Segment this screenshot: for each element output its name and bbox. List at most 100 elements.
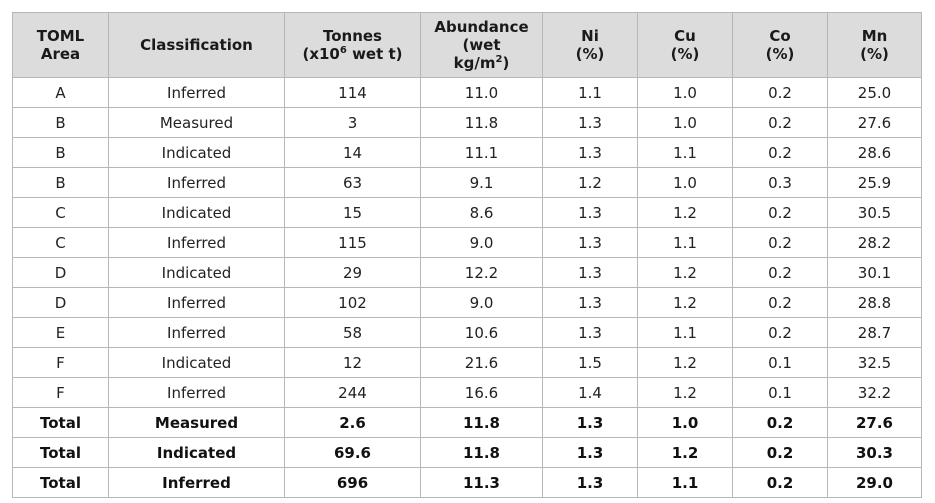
cell-co: 0.3 — [732, 167, 828, 198]
cell-co: 0.2 — [732, 227, 828, 258]
cell-co: 0.2 — [732, 437, 828, 468]
cell-cu: 1.2 — [637, 347, 733, 378]
cell-area: F — [12, 347, 109, 378]
cell-cu: 1.1 — [637, 317, 733, 348]
cell-abundance: 11.8 — [420, 407, 543, 438]
table-row: E Inferred 58 10.6 1.3 1.1 0.2 28.7 — [12, 317, 922, 348]
header-tonnes: Tonnes (x106 wet t) — [284, 12, 421, 78]
cell-area: Total — [12, 467, 109, 498]
table-row: B Measured 3 11.8 1.3 1.0 0.2 27.6 — [12, 107, 922, 138]
cell-ni: 1.3 — [542, 227, 638, 258]
cell-ni: 1.4 — [542, 377, 638, 408]
cell-ni: 1.1 — [542, 77, 638, 108]
cell-classification: Inferred — [108, 317, 285, 348]
cell-ni: 1.3 — [542, 287, 638, 318]
cell-abundance: 11.8 — [420, 107, 543, 138]
table-row: F Indicated 12 21.6 1.5 1.2 0.1 32.5 — [12, 347, 922, 378]
cell-ni: 1.3 — [542, 317, 638, 348]
cell-mn: 28.2 — [827, 227, 922, 258]
cell-abundance: 11.8 — [420, 437, 543, 468]
header-row: TOML Area Classification Tonnes (x106 we… — [12, 12, 922, 78]
cell-tonnes: 63 — [284, 167, 421, 198]
cell-classification: Inferred — [108, 377, 285, 408]
header-mn: Mn (%) — [827, 12, 922, 78]
cell-tonnes: 14 — [284, 137, 421, 168]
total-row: Total Indicated 69.6 11.8 1.3 1.2 0.2 30.3 — [12, 437, 922, 468]
cell-co: 0.2 — [732, 137, 828, 168]
cell-mn: 28.8 — [827, 287, 922, 318]
cell-abundance: 11.0 — [420, 77, 543, 108]
cell-classification: Indicated — [108, 137, 285, 168]
cell-tonnes: 244 — [284, 377, 421, 408]
total-row: Total Inferred 696 11.3 1.3 1.1 0.2 29.0 — [12, 467, 922, 498]
cell-tonnes: 12 — [284, 347, 421, 378]
cell-mn: 27.6 — [827, 107, 922, 138]
table-row: B Inferred 63 9.1 1.2 1.0 0.3 25.9 — [12, 167, 922, 198]
cell-cu: 1.0 — [637, 407, 733, 438]
cell-area: Total — [12, 407, 109, 438]
header-abundance: Abundance (wet kg/m2) — [420, 12, 543, 78]
cell-cu: 1.1 — [637, 227, 733, 258]
table-row: F Inferred 244 16.6 1.4 1.2 0.1 32.2 — [12, 377, 922, 408]
cell-ni: 1.3 — [542, 257, 638, 288]
resource-table: TOML Area Classification Tonnes (x106 we… — [12, 12, 922, 498]
cell-co: 0.1 — [732, 377, 828, 408]
cell-abundance: 9.0 — [420, 227, 543, 258]
cell-ni: 1.3 — [542, 407, 638, 438]
cell-mn: 30.1 — [827, 257, 922, 288]
cell-co: 0.2 — [732, 197, 828, 228]
cell-tonnes: 58 — [284, 317, 421, 348]
cell-cu: 1.2 — [637, 197, 733, 228]
table-row: D Indicated 29 12.2 1.3 1.2 0.2 30.1 — [12, 257, 922, 288]
cell-tonnes: 114 — [284, 77, 421, 108]
cell-co: 0.2 — [732, 467, 828, 498]
header-co: Co (%) — [732, 12, 828, 78]
cell-area: F — [12, 377, 109, 408]
cell-mn: 28.7 — [827, 317, 922, 348]
cell-abundance: 8.6 — [420, 197, 543, 228]
cell-cu: 1.1 — [637, 137, 733, 168]
cell-cu: 1.0 — [637, 167, 733, 198]
cell-classification: Inferred — [108, 227, 285, 258]
cell-ni: 1.3 — [542, 437, 638, 468]
cell-area: Total — [12, 437, 109, 468]
cell-cu: 1.0 — [637, 77, 733, 108]
cell-classification: Indicated — [108, 197, 285, 228]
cell-abundance: 21.6 — [420, 347, 543, 378]
cell-abundance: 9.0 — [420, 287, 543, 318]
cell-classification: Measured — [108, 107, 285, 138]
table-row: D Inferred 102 9.0 1.3 1.2 0.2 28.8 — [12, 287, 922, 318]
cell-co: 0.2 — [732, 407, 828, 438]
cell-cu: 1.2 — [637, 287, 733, 318]
cell-area: C — [12, 227, 109, 258]
cell-classification: Indicated — [108, 437, 285, 468]
cell-abundance: 12.2 — [420, 257, 543, 288]
cell-mn: 32.5 — [827, 347, 922, 378]
cell-tonnes: 2.6 — [284, 407, 421, 438]
cell-co: 0.2 — [732, 287, 828, 318]
cell-abundance: 9.1 — [420, 167, 543, 198]
cell-area: B — [12, 107, 109, 138]
cell-cu: 1.0 — [637, 107, 733, 138]
header-cu: Cu (%) — [637, 12, 733, 78]
cell-mn: 27.6 — [827, 407, 922, 438]
table-row: C Indicated 15 8.6 1.3 1.2 0.2 30.5 — [12, 197, 922, 228]
cell-tonnes: 696 — [284, 467, 421, 498]
cell-cu: 1.2 — [637, 257, 733, 288]
cell-mn: 28.6 — [827, 137, 922, 168]
cell-cu: 1.2 — [637, 377, 733, 408]
cell-ni: 1.3 — [542, 467, 638, 498]
cell-ni: 1.3 — [542, 107, 638, 138]
cell-co: 0.2 — [732, 77, 828, 108]
cell-area: D — [12, 287, 109, 318]
cell-ni: 1.2 — [542, 167, 638, 198]
cell-tonnes: 3 — [284, 107, 421, 138]
cell-mn: 25.0 — [827, 77, 922, 108]
cell-tonnes: 29 — [284, 257, 421, 288]
cell-area: B — [12, 137, 109, 168]
cell-co: 0.2 — [732, 107, 828, 138]
cell-mn: 29.0 — [827, 467, 922, 498]
cell-ni: 1.3 — [542, 137, 638, 168]
cell-area: A — [12, 77, 109, 108]
cell-tonnes: 15 — [284, 197, 421, 228]
